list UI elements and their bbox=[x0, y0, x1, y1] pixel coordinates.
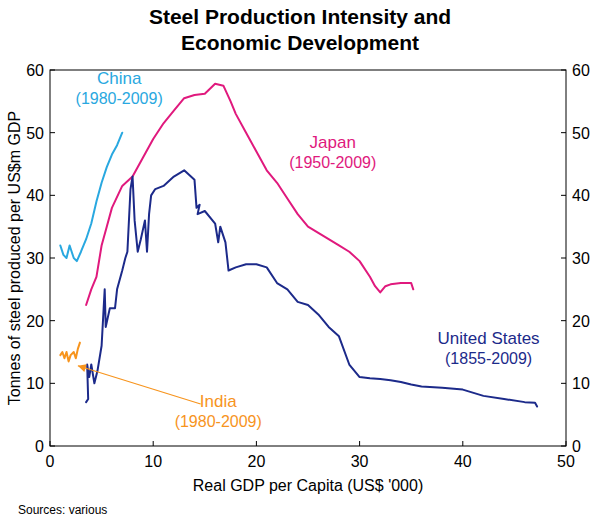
series-period: (1855-2009) bbox=[445, 350, 532, 367]
annotation-arrow bbox=[78, 366, 201, 404]
y2-tick-label: 60 bbox=[572, 62, 590, 79]
x-tick bbox=[359, 441, 360, 446]
y-tick-label: 60 bbox=[26, 62, 44, 79]
title-line: Steel Production Intensity and bbox=[149, 5, 451, 28]
y2-tick bbox=[561, 195, 566, 196]
y2-tick bbox=[561, 258, 566, 259]
y-tick bbox=[50, 446, 55, 447]
series-label: China bbox=[97, 69, 142, 88]
y-axis-label: Tonnes of steel produced per US$m GDP bbox=[6, 111, 23, 405]
x-tick bbox=[462, 441, 463, 446]
series-label: United States bbox=[438, 329, 540, 348]
y2-tick-label: 40 bbox=[572, 187, 590, 204]
series-period: (1950-2009) bbox=[289, 154, 376, 171]
y2-tick bbox=[561, 132, 566, 133]
y-tick bbox=[50, 70, 55, 71]
x-tick bbox=[50, 441, 51, 446]
y2-tick-label: 30 bbox=[572, 250, 590, 267]
y-tick bbox=[50, 132, 55, 133]
x-tick bbox=[153, 441, 154, 446]
y2-tick bbox=[561, 70, 566, 71]
title: Steel Production Intensity and Economic D… bbox=[149, 5, 451, 54]
y-tick-label: 10 bbox=[26, 375, 44, 392]
y2-tick bbox=[561, 320, 566, 321]
y-tick-label: 0 bbox=[35, 438, 44, 455]
x-tick bbox=[256, 441, 257, 446]
source-note: Sources: various bbox=[18, 503, 107, 517]
y-tick bbox=[50, 320, 55, 321]
series-label: Japan bbox=[310, 133, 356, 152]
y-tick bbox=[50, 258, 55, 259]
y2-tick bbox=[561, 446, 566, 447]
plot-frame bbox=[50, 70, 566, 446]
series-line bbox=[60, 133, 122, 261]
y-tick-label: 50 bbox=[26, 125, 44, 142]
series-label: India bbox=[200, 392, 237, 411]
x-tick-label: 10 bbox=[144, 453, 162, 470]
y2-tick-label: 50 bbox=[572, 125, 590, 142]
x-tick-label: 50 bbox=[557, 453, 575, 470]
x-tick bbox=[566, 441, 567, 446]
x-tick-label: 0 bbox=[46, 453, 55, 470]
x-tick-label: 30 bbox=[351, 453, 369, 470]
y-tick bbox=[50, 195, 55, 196]
chart: Steel Production Intensity and Economic D… bbox=[0, 0, 600, 524]
x-tick-label: 20 bbox=[248, 453, 266, 470]
series-period: (1980-2009) bbox=[76, 90, 163, 107]
y2-tick-label: 20 bbox=[572, 313, 590, 330]
y-tick-label: 20 bbox=[26, 313, 44, 330]
x-tick-label: 40 bbox=[454, 453, 472, 470]
y-tick-label: 40 bbox=[26, 187, 44, 204]
x-axis-label: Real GDP per Capita (US$ '000) bbox=[193, 477, 423, 494]
annotation-arrowhead bbox=[78, 364, 87, 372]
series-period: (1980-2009) bbox=[175, 413, 262, 430]
series-line bbox=[86, 84, 413, 305]
y-tick bbox=[50, 383, 55, 384]
y2-tick bbox=[561, 383, 566, 384]
series-line bbox=[86, 170, 537, 406]
plot-area bbox=[60, 84, 537, 407]
title-line: Economic Development bbox=[181, 31, 419, 54]
series-line bbox=[60, 343, 80, 362]
y-tick-label: 30 bbox=[26, 250, 44, 267]
y2-tick-label: 10 bbox=[572, 375, 590, 392]
